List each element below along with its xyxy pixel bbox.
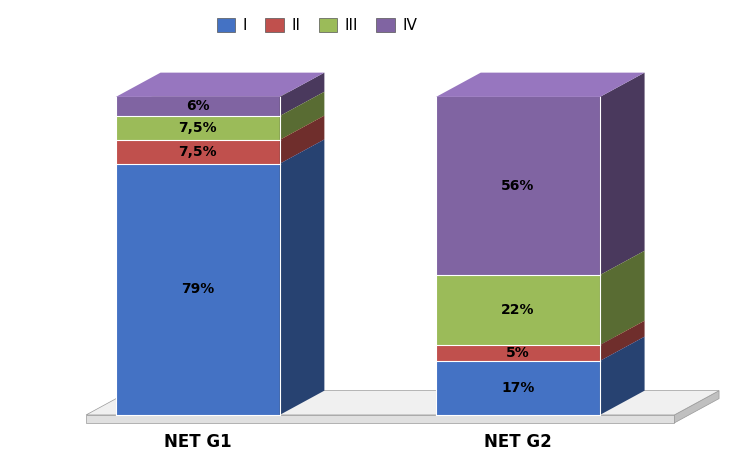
Polygon shape	[86, 390, 719, 415]
Bar	[436, 97, 600, 275]
Text: NET G2: NET G2	[484, 433, 552, 451]
Text: 5%: 5%	[506, 346, 530, 360]
Text: 7,5%: 7,5%	[178, 121, 217, 135]
Polygon shape	[116, 116, 325, 140]
Legend: I, II, III, IV: I, II, III, IV	[210, 12, 423, 39]
Polygon shape	[600, 321, 645, 361]
Polygon shape	[279, 116, 325, 164]
Polygon shape	[116, 92, 325, 116]
Bar	[436, 361, 600, 415]
Polygon shape	[116, 139, 325, 164]
Bar	[116, 164, 279, 415]
Polygon shape	[116, 73, 325, 97]
Bar	[116, 116, 279, 140]
Polygon shape	[675, 390, 719, 423]
Polygon shape	[600, 336, 645, 415]
Text: 79%: 79%	[181, 282, 215, 296]
Bar	[116, 140, 279, 164]
Text: 6%: 6%	[186, 99, 209, 114]
Polygon shape	[279, 92, 325, 140]
Bar	[116, 97, 279, 116]
Polygon shape	[436, 251, 645, 275]
Text: 7,5%: 7,5%	[178, 145, 217, 159]
Bar	[436, 345, 600, 361]
Text: 17%: 17%	[501, 381, 535, 395]
Polygon shape	[600, 251, 645, 345]
Polygon shape	[279, 73, 325, 116]
Bar	[436, 275, 600, 345]
Bar	[86, 415, 675, 423]
Polygon shape	[436, 73, 645, 97]
Text: 56%: 56%	[501, 179, 535, 193]
Polygon shape	[436, 336, 645, 361]
Text: 22%: 22%	[501, 303, 535, 317]
Polygon shape	[600, 73, 645, 275]
Polygon shape	[279, 139, 325, 415]
Polygon shape	[436, 321, 645, 345]
Text: NET G1: NET G1	[164, 433, 232, 451]
